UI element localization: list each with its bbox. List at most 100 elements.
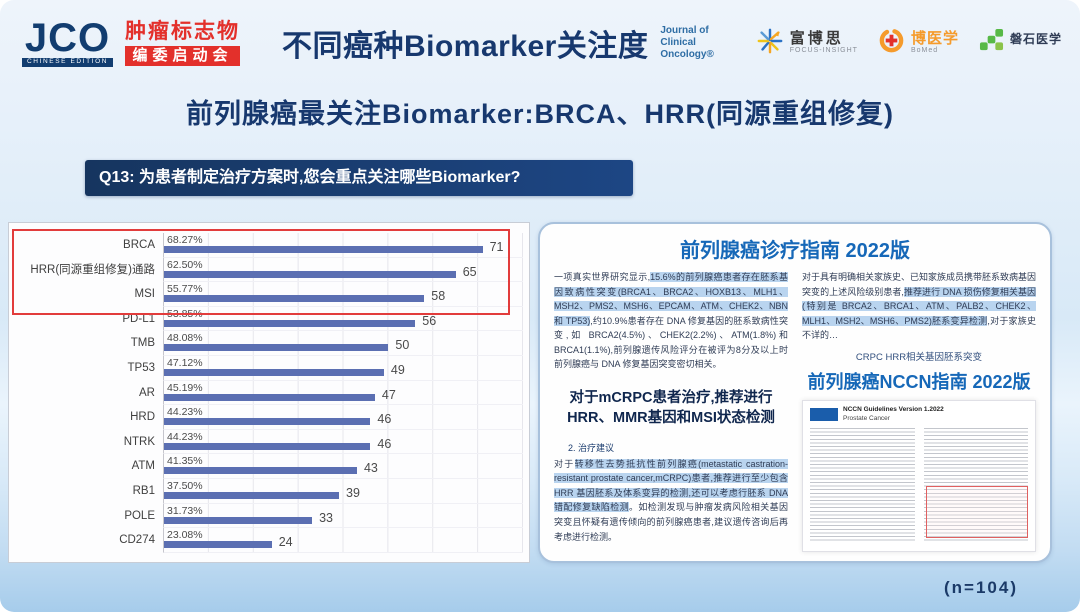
treatment-advice-label: 2. 治疗建议 bbox=[568, 442, 615, 453]
partner-name: 博医学 bbox=[910, 29, 959, 47]
question-id: Q13: bbox=[99, 169, 135, 186]
partner-name: 富博思 bbox=[789, 29, 844, 47]
guideline-paragraph: 对于具有明确相关家族史、已知家族成员携带胚系致病基因突变的上述风险级别患者,推荐… bbox=[802, 272, 1037, 341]
chart-row: TP53 47.12% 49 bbox=[15, 356, 523, 381]
jco-logo-subtext: CHINESE EDITION bbox=[22, 58, 114, 67]
percent-label: 41.35% bbox=[167, 455, 203, 468]
chart-row: POLE 31.73% 33 bbox=[15, 503, 523, 529]
category-label: HRD bbox=[130, 411, 155, 424]
journal-of-clinical-oncology-logo: Journal of Clinical Oncology® bbox=[660, 25, 713, 61]
category-label: CD274 bbox=[119, 534, 155, 547]
percent-label: 23.08% bbox=[167, 529, 203, 542]
category-label: HRR(同源重组修复)通路 bbox=[30, 263, 155, 276]
partner-logos: 富博思 FOCUS-INSIGHT 博医学 BoMed bbox=[756, 27, 1062, 60]
event-logo: 肿瘤标志物 编委启动会 bbox=[125, 20, 241, 66]
jco-logo-text: JCO bbox=[24, 16, 111, 61]
bar bbox=[164, 344, 389, 352]
partner-subname: FOCUS-INSIGHT bbox=[789, 47, 858, 55]
slide-subtitle: 前列腺癌最关注Biomarker:BRCA、HRR(同源重组修复) bbox=[185, 99, 895, 129]
value-label: 24 bbox=[278, 535, 293, 550]
left-logos: JCO CHINESE EDITION 肿瘤标志物 编委启动会 bbox=[22, 16, 241, 67]
bar bbox=[164, 516, 313, 524]
category-label: ATM bbox=[131, 460, 155, 473]
percent-label: 37.50% bbox=[167, 480, 203, 493]
chart-row: NTRK 44.23% 46 bbox=[15, 429, 523, 455]
question-banner: Q13: 为患者制定治疗方案时,您会重点关注哪些Biomarker? bbox=[85, 160, 633, 196]
chart-row: RB1 37.50% 39 bbox=[15, 479, 523, 504]
category-label: PD-L1 bbox=[122, 312, 155, 325]
guideline-right-column: 对于具有明确相关家族史、已知家族成员携带胚系致病基因突变的上述风险级别患者,推荐… bbox=[802, 270, 1036, 552]
bar bbox=[164, 319, 416, 327]
value-label: 47 bbox=[381, 387, 396, 402]
nccn-highlighted-text-box bbox=[925, 486, 1028, 539]
biomarker-bar-chart: BRCA 68.27% 71 HRR(同源重组修复)通路 62.50% 65 MSI 55.7… bbox=[8, 222, 530, 563]
value-label: 71 bbox=[489, 240, 504, 254]
percent-label: 68.27% bbox=[167, 234, 203, 246]
value-label: 39 bbox=[346, 486, 360, 501]
medical-cross-circle-icon bbox=[878, 27, 905, 59]
nccn-text-column bbox=[810, 428, 915, 543]
percent-label: 47.12% bbox=[167, 357, 203, 370]
partner-subname: BoMed bbox=[910, 47, 939, 55]
nccn-logo bbox=[810, 408, 838, 422]
value-label: 58 bbox=[431, 289, 446, 304]
value-label: 43 bbox=[363, 461, 378, 476]
value-label: 49 bbox=[390, 363, 405, 378]
percent-label: 44.23% bbox=[167, 406, 203, 419]
chart-row: AR 45.19% 47 bbox=[15, 380, 523, 406]
guideline-doc-title: 前列腺癌诊疗指南 2022版 bbox=[679, 240, 911, 262]
category-label: BRCA bbox=[123, 239, 155, 251]
sample-size-label: (n=104) bbox=[944, 578, 1018, 597]
category-label: TMB bbox=[130, 337, 155, 350]
chart-row: TMB 48.08% 50 bbox=[15, 331, 523, 357]
question-text: 为患者制定治疗方案时,您会重点关注哪些Biomarker? bbox=[139, 169, 521, 186]
bar bbox=[164, 418, 371, 426]
value-label: 46 bbox=[377, 412, 392, 427]
journal-logo-line2: Clinical bbox=[660, 37, 696, 48]
value-label: 46 bbox=[377, 436, 392, 451]
nccn-body-text bbox=[810, 428, 1028, 543]
nccn-text-column bbox=[923, 428, 1028, 543]
category-label: AR bbox=[139, 386, 155, 399]
green-blocks-icon bbox=[979, 28, 1004, 58]
focus-insight-logo: 富博思 FOCUS-INSIGHT bbox=[756, 27, 858, 60]
percent-label: 31.73% bbox=[167, 504, 203, 517]
percent-label: 48.08% bbox=[167, 332, 203, 345]
bar bbox=[164, 270, 456, 278]
page-title: 不同癌种Biomarker关注度 bbox=[281, 30, 649, 63]
percent-label: 44.23% bbox=[167, 430, 203, 443]
category-label: NTRK bbox=[123, 435, 155, 448]
partner-name: 磐石医学 bbox=[1009, 32, 1062, 47]
bar bbox=[164, 467, 357, 475]
bar bbox=[164, 369, 384, 377]
event-logo-line1: 肿瘤标志物 bbox=[125, 20, 241, 44]
nccn-doc-title: 前列腺癌NCCN指南 2022版 bbox=[807, 371, 1031, 392]
percent-label: 53.85% bbox=[167, 307, 203, 320]
title-group: 不同癌种Biomarker关注度 Journal of Clinical Onc… bbox=[282, 21, 714, 65]
mcrpc-recommendation-heading: 对于mCRPC患者治疗,推荐进行HRR、MMR基因和MSI状态检测 bbox=[567, 390, 775, 427]
chart-row: ATM 41.35% 43 bbox=[15, 454, 523, 480]
category-label: POLE bbox=[124, 509, 155, 522]
nccn-subheader-line: Prostate Cancer bbox=[843, 414, 890, 422]
nccn-header-line: NCCN Guidelines Version 1.2022 bbox=[843, 405, 944, 413]
guideline-paragraph: 一项真实世界研究显示,15.6%的前列腺癌患者存在胚系基因致病性突变(BRCA1… bbox=[554, 272, 788, 370]
journal-logo-line1: Journal of bbox=[660, 25, 709, 36]
crpc-hrr-note: CRPC HRR相关基因胚系突变 bbox=[855, 351, 983, 363]
percent-label: 62.50% bbox=[167, 258, 203, 271]
chart-row: HRD 44.23% 46 bbox=[15, 405, 523, 430]
bar bbox=[164, 541, 272, 549]
value-label: 50 bbox=[395, 338, 410, 353]
jco-logo: JCO CHINESE EDITION bbox=[22, 16, 114, 67]
bar bbox=[164, 295, 425, 303]
nccn-document: NCCN Guidelines Version 1.2022 Prostate … bbox=[802, 399, 1036, 552]
value-label: 56 bbox=[422, 313, 437, 328]
category-label: RB1 bbox=[132, 485, 155, 498]
guideline-left-column: 一项真实世界研究显示,15.6%的前列腺癌患者存在胚系基因致病性突变(BRCA1… bbox=[554, 270, 788, 552]
rock-medical-logo: 磐石医学 bbox=[979, 28, 1062, 58]
starburst-icon bbox=[756, 27, 784, 60]
percent-label: 45.19% bbox=[167, 381, 203, 394]
event-logo-line2: 编委启动会 bbox=[125, 46, 241, 66]
chart-row: PD-L1 53.85% 56 bbox=[15, 306, 523, 332]
category-label: TP53 bbox=[127, 362, 156, 375]
